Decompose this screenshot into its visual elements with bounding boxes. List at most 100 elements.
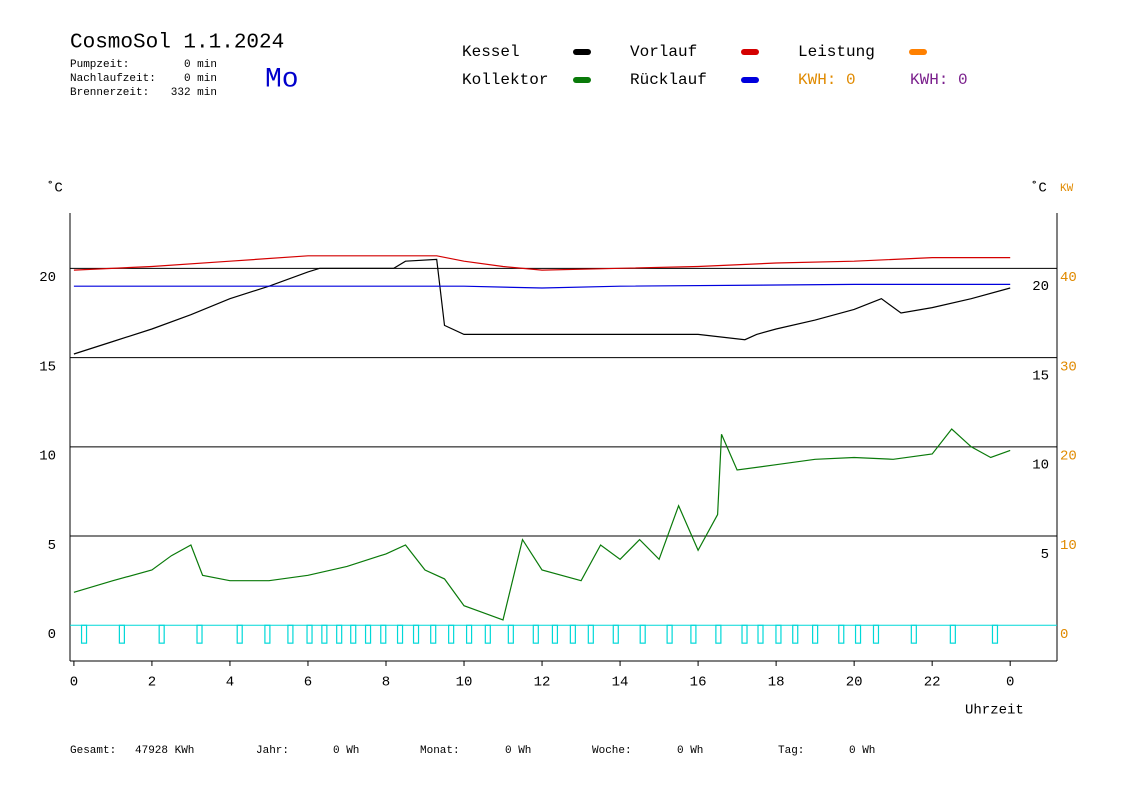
x-tick-label: 0 <box>1006 675 1014 691</box>
pump-pulse <box>484 624 491 644</box>
footer-label: Tag: <box>778 745 804 757</box>
legend-label: Kollektor <box>462 71 548 89</box>
x-tick-label: 10 <box>456 675 473 691</box>
footer-value: 0 Wh <box>849 745 875 757</box>
pump-pulse <box>465 624 473 644</box>
pump-pulse <box>306 624 313 644</box>
x-tick-label: 6 <box>304 675 312 691</box>
y2-tick-label: 40 <box>1060 270 1077 286</box>
x-tick-label: 22 <box>924 675 941 691</box>
pump-pulse <box>412 624 420 644</box>
pump-pulse <box>715 624 722 644</box>
pump-pulse <box>854 624 862 644</box>
stat-value: 0 min <box>184 59 217 71</box>
legend-label: Kessel <box>462 43 520 61</box>
x-axis-label: Uhrzeit <box>965 703 1024 719</box>
legend-label: Rücklauf <box>630 71 707 89</box>
y-right-tick-label: 10 <box>1032 458 1049 474</box>
pump-pulse <box>991 624 999 644</box>
x-tick-label: 12 <box>534 675 551 691</box>
pump-pulse <box>236 624 243 644</box>
pump-pulse <box>666 624 673 644</box>
y-right-tick-label: 20 <box>1032 279 1049 295</box>
pump-pulse <box>775 624 782 644</box>
y-tick-label: 0 <box>48 627 56 643</box>
pump-pulse <box>287 624 294 644</box>
pump-pulse <box>532 624 539 644</box>
x-tick-label: 0 <box>70 675 78 691</box>
y-tick-label: 20 <box>39 270 56 286</box>
series-line <box>73 283 1011 289</box>
pump-pulse <box>639 624 646 644</box>
pump-pulse <box>569 624 576 644</box>
day: Mo <box>265 64 299 95</box>
pump-pulse <box>612 624 619 644</box>
stat-label: Nachlaufzeit: <box>70 73 156 85</box>
x-tick-label: 8 <box>382 675 390 691</box>
y-tick-label: 5 <box>48 538 56 554</box>
y2-tick-label: 30 <box>1060 359 1077 375</box>
pump-pulse <box>350 624 357 644</box>
y2-tick-label: 0 <box>1060 627 1068 643</box>
x-tick-label: 18 <box>768 675 785 691</box>
series-line <box>73 258 1011 355</box>
pump-pulse <box>949 624 956 644</box>
pump-pulse <box>690 624 697 644</box>
series-line <box>73 428 1011 621</box>
x-tick-label: 16 <box>690 675 707 691</box>
stat-value: 0 min <box>184 73 217 85</box>
pump-pulse <box>118 624 125 644</box>
pump-pulse <box>838 624 845 644</box>
footer-label: Jahr: <box>256 745 289 757</box>
pump-pulse <box>757 624 764 644</box>
y-right-tick-label: 15 <box>1032 368 1049 384</box>
stat-label: Brennerzeit: <box>70 87 149 99</box>
footer-value: 47928 KWh <box>135 745 194 757</box>
chart-title: CosmoSol 1.1.2024 <box>70 32 284 55</box>
pump-pulse <box>792 624 799 644</box>
pump-pulse <box>80 624 88 644</box>
footer-label: Woche: <box>592 745 632 757</box>
pump-pulse <box>264 624 271 644</box>
pump-pulse <box>396 624 404 644</box>
pump-pulse <box>812 624 819 644</box>
pump-pulse <box>551 624 559 644</box>
pump-pulse <box>336 624 343 644</box>
footer-label: Monat: <box>420 745 460 757</box>
y-tick-label: 10 <box>39 449 56 465</box>
pump-pulse <box>380 624 387 644</box>
stat-label: Pumpzeit: <box>70 59 129 71</box>
legend-label: Vorlauf <box>630 43 697 61</box>
pump-pulse <box>196 624 203 644</box>
y2-axis-label: KW <box>1060 183 1074 195</box>
kwh-label: KWH: 0 <box>798 71 856 89</box>
y-axis-label: ˚C <box>46 181 63 197</box>
y2-tick-label: 20 <box>1060 449 1077 465</box>
footer-value: 0 Wh <box>505 745 531 757</box>
kwh-label: KWH: 0 <box>910 71 968 89</box>
footer-value: 0 Wh <box>677 745 703 757</box>
y2-tick-label: 10 <box>1060 538 1077 554</box>
y-tick-label: 15 <box>39 359 56 375</box>
pump-pulse <box>910 624 917 644</box>
y-right-tick-label: 5 <box>1041 547 1049 563</box>
footer-value: 0 Wh <box>333 745 359 757</box>
pump-pulse <box>872 624 880 644</box>
x-tick-label: 14 <box>612 675 629 691</box>
pump-pulse <box>507 624 514 644</box>
pump-pulse <box>158 624 165 644</box>
x-tick-label: 2 <box>148 675 156 691</box>
pump-pulse <box>321 624 328 644</box>
stat-value: 332 min <box>171 87 217 99</box>
legend-label: Leistung <box>798 43 875 61</box>
pump-pulse <box>587 624 594 644</box>
x-tick-label: 20 <box>846 675 863 691</box>
x-tick-label: 4 <box>226 675 234 691</box>
pump-pulse <box>741 624 748 644</box>
pump-pulse <box>364 624 372 644</box>
pump-pulse <box>448 624 455 644</box>
footer-label: Gesamt: <box>70 745 116 757</box>
series-line <box>73 255 1011 271</box>
pump-pulse <box>430 624 437 644</box>
